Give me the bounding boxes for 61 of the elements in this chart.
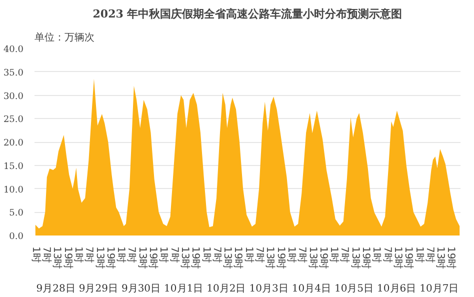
x-tick-label: 19时 bbox=[190, 246, 202, 270]
x-tick-label: 19时 bbox=[274, 246, 287, 270]
x-tick-label: 19时 bbox=[402, 246, 415, 270]
x2-tick-label: 9月30日 bbox=[121, 284, 161, 294]
x2-tick-label: 10月7日 bbox=[420, 284, 459, 294]
x2-tick-label: 9月29日 bbox=[78, 284, 118, 294]
x2-tick-label: 10月6日 bbox=[377, 284, 416, 294]
x2-tick-label: 10月4日 bbox=[292, 284, 331, 294]
x-tick-label: 1时 bbox=[242, 246, 255, 263]
x-tick-label: 13时 bbox=[94, 246, 106, 270]
x-tick-label: 7时 bbox=[210, 246, 223, 263]
x2-tick-label: 10月5日 bbox=[334, 284, 374, 294]
x-tick-label: 7时 bbox=[83, 246, 96, 263]
x-tick-label: 7时 bbox=[296, 246, 308, 263]
y-tick-label: 5.0 bbox=[9, 208, 24, 219]
x-tick-label: 13时 bbox=[306, 246, 319, 270]
x-tick-label: 13时 bbox=[222, 246, 234, 270]
y-tick-label: 20.0 bbox=[3, 138, 24, 148]
y-tick-label: 35.0 bbox=[3, 68, 24, 78]
y-tick-label: 40.0 bbox=[3, 45, 24, 55]
x-tick-label: 13时 bbox=[434, 246, 447, 270]
x-tick-label: 19时 bbox=[445, 246, 458, 270]
x-tick-label: 7时 bbox=[424, 246, 436, 263]
x-tick-label: 19时 bbox=[317, 246, 330, 270]
y-tick-label: 10.0 bbox=[3, 185, 24, 196]
x-tick-label: 13时 bbox=[349, 246, 362, 270]
x-tick-label: 19时 bbox=[360, 246, 372, 270]
x-tick-label: 7时 bbox=[381, 246, 394, 263]
x-tick-label: 1时 bbox=[158, 246, 170, 263]
x-tick-label: 1时 bbox=[30, 246, 42, 263]
y-tick-label: 15.0 bbox=[3, 162, 24, 172]
x-tick-label: 1时 bbox=[200, 246, 212, 263]
x-tick-label: 19时 bbox=[232, 246, 244, 270]
x2-tick-label: 9月28日 bbox=[36, 284, 76, 294]
x-tick-label: 7时 bbox=[40, 246, 53, 263]
x-tick-label: 19时 bbox=[147, 246, 160, 270]
x-tick-label: 19时 bbox=[62, 246, 74, 270]
x-tick-label: 1时 bbox=[370, 246, 383, 263]
x-tick-label: 13时 bbox=[51, 246, 64, 270]
x-tick-label: 1时 bbox=[72, 246, 84, 263]
y-tick-label: 25.0 bbox=[3, 115, 24, 126]
x-tick-label: 19时 bbox=[104, 246, 116, 270]
x-tick-label: 1时 bbox=[115, 246, 128, 263]
x-tick-label: 13时 bbox=[178, 246, 191, 270]
x-tick-label: 13时 bbox=[392, 246, 404, 270]
x-tick-label: 1时 bbox=[328, 246, 340, 263]
x-tick-label: 7时 bbox=[254, 246, 266, 263]
x-tick-label: 7时 bbox=[126, 246, 138, 263]
x2-tick-label: 10月2日 bbox=[206, 284, 246, 294]
x-tick-label: 7时 bbox=[168, 246, 180, 263]
text: 单位：万辆次 bbox=[34, 32, 94, 44]
y-tick-label: 0.0 bbox=[9, 232, 24, 242]
x-tick-label: 13时 bbox=[264, 246, 276, 270]
x-tick-label: 1时 bbox=[285, 246, 298, 263]
chart-title: 2023 年中秋国庆假期全省高速公路车流量小时分布预测示意图 bbox=[92, 8, 402, 20]
x-tick-label: 7时 bbox=[338, 246, 351, 263]
x2-tick-label: 10月3日 bbox=[249, 284, 288, 294]
x-tick-label: 1时 bbox=[413, 246, 426, 263]
x2-tick-label: 10月1日 bbox=[164, 284, 204, 294]
y-tick-label: 30.0 bbox=[3, 92, 24, 102]
x-tick-label: 13时 bbox=[136, 246, 148, 270]
